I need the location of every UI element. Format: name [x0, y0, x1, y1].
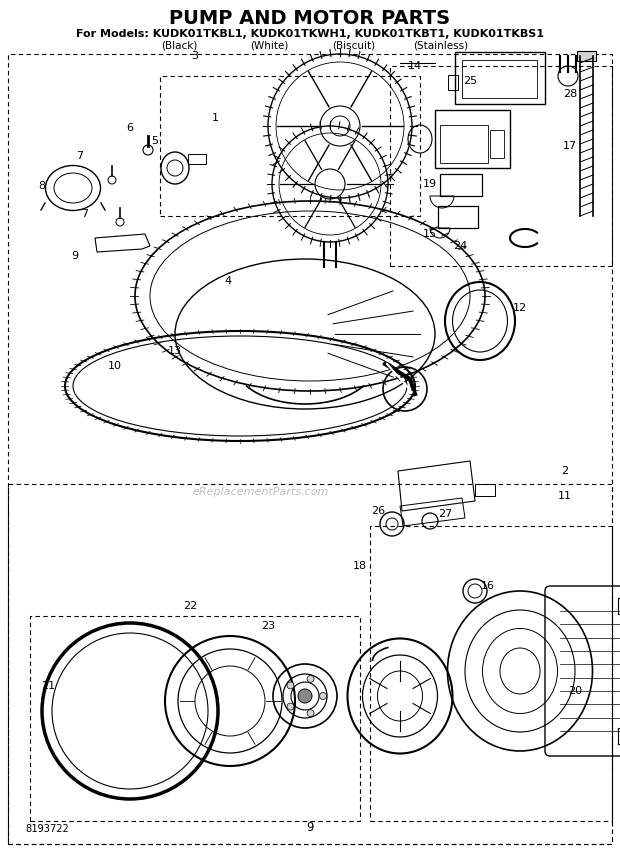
Bar [462, 60, 537, 98]
Text: 24: 24 [453, 241, 467, 251]
Text: 28: 28 [563, 89, 577, 99]
Bar [577, 51, 596, 61]
Bar [30, 616, 360, 821]
Text: 22: 22 [183, 601, 197, 611]
Text: 9: 9 [71, 251, 79, 261]
Text: 21: 21 [41, 681, 55, 691]
Text: 8: 8 [38, 181, 45, 191]
Circle shape [287, 682, 294, 689]
Text: eReplacementParts.com: eReplacementParts.com [192, 487, 329, 497]
Text: PUMP AND MOTOR PARTS: PUMP AND MOTOR PARTS [169, 9, 451, 27]
Text: (Stainless): (Stainless) [413, 40, 467, 50]
Bar [448, 75, 458, 90]
Bar [618, 728, 620, 744]
Text: 16: 16 [481, 581, 495, 591]
Text: 18: 18 [353, 561, 367, 571]
Text: 3: 3 [192, 51, 198, 61]
Text: 9: 9 [306, 821, 314, 834]
Bar [475, 484, 495, 496]
Text: 23: 23 [261, 621, 275, 631]
Bar [160, 76, 420, 216]
Bar [618, 598, 620, 614]
Text: 15: 15 [423, 229, 437, 239]
Circle shape [307, 675, 314, 682]
Text: 2: 2 [562, 466, 569, 476]
Text: 6: 6 [126, 123, 133, 133]
Text: 20: 20 [568, 686, 582, 696]
Text: 10: 10 [108, 361, 122, 371]
Text: 11: 11 [558, 491, 572, 501]
Circle shape [307, 710, 314, 716]
Text: 17: 17 [563, 141, 577, 151]
Bar [490, 130, 504, 158]
Text: 5: 5 [151, 136, 159, 146]
Bar [8, 484, 612, 844]
Text: (Biscuit): (Biscuit) [332, 40, 375, 50]
Text: (White): (White) [250, 40, 289, 50]
Text: 27: 27 [438, 509, 452, 519]
Circle shape [287, 703, 294, 710]
Text: 7: 7 [76, 151, 84, 161]
Text: 7: 7 [81, 209, 89, 219]
Bar [435, 110, 510, 168]
Bar [370, 526, 612, 821]
Text: 1: 1 [211, 113, 218, 123]
Text: 12: 12 [513, 303, 527, 313]
Text: 25: 25 [463, 76, 477, 86]
Text: 19: 19 [423, 179, 437, 189]
Text: 13: 13 [168, 346, 182, 356]
Circle shape [298, 689, 312, 703]
Bar [188, 154, 206, 164]
Text: For Models: KUDK01TKBL1, KUDK01TKWH1, KUDK01TKBT1, KUDK01TKBS1: For Models: KUDK01TKBL1, KUDK01TKWH1, KU… [76, 29, 544, 39]
Bar [440, 125, 488, 163]
Circle shape [319, 693, 327, 699]
Text: (Black): (Black) [162, 40, 198, 50]
Text: 14: 14 [408, 61, 422, 71]
Text: 26: 26 [371, 506, 385, 516]
Bar [390, 66, 612, 266]
Text: 4: 4 [224, 276, 231, 286]
Text: 8193722: 8193722 [25, 824, 69, 834]
